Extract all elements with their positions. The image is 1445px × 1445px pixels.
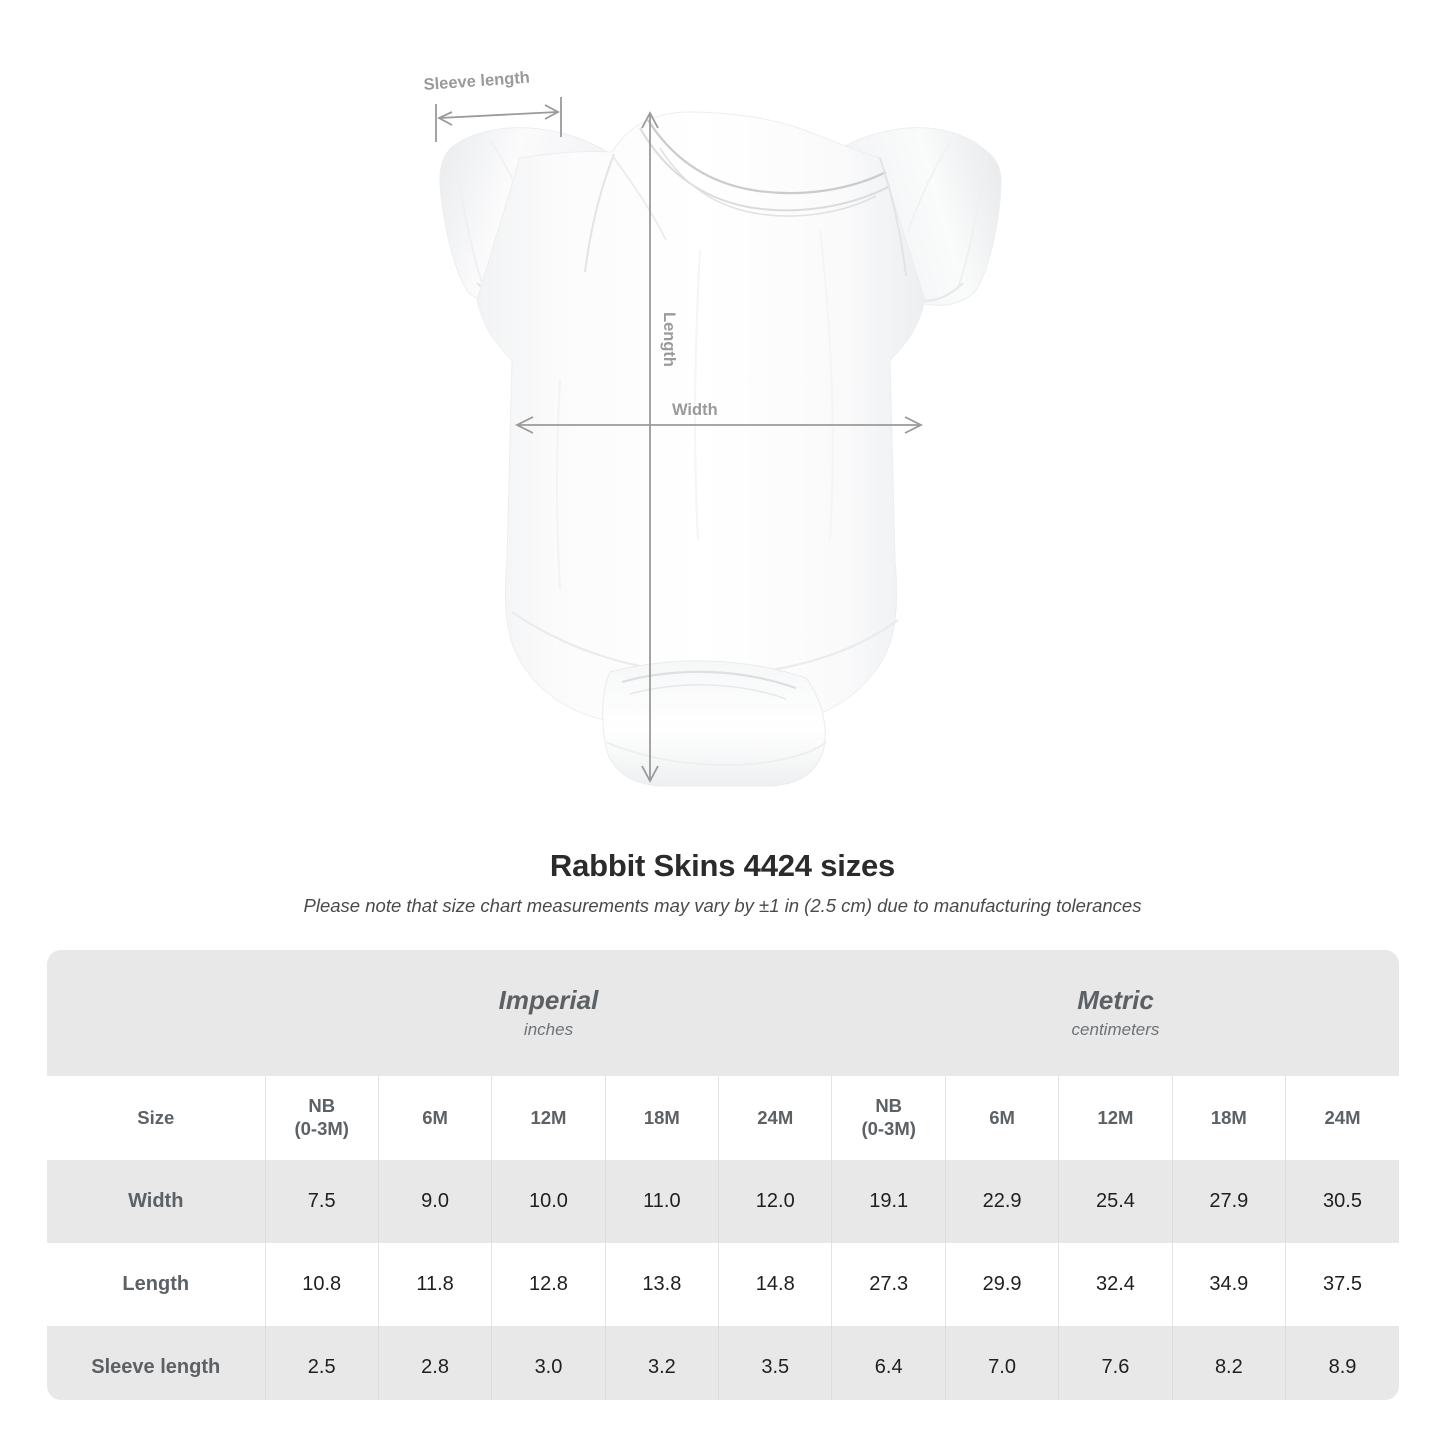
unit-band-spacer (47, 950, 265, 1076)
width-label: Width (672, 401, 718, 419)
cell-width-imperial-nb: 7.5 (264, 1160, 379, 1243)
cell-sleeve-metric-24m: 8.9 (1285, 1326, 1399, 1400)
column-header-imperial-24m: 24M (718, 1076, 832, 1160)
column-header-imperial-12m: 12M (491, 1076, 606, 1160)
cell-length-imperial-6m: 11.8 (377, 1243, 492, 1326)
cell-sleeve-metric-18m: 8.2 (1171, 1326, 1286, 1400)
table-header-row: Size NB (0-3M) 6M 12M 18M 24M NB (0-3M) … (47, 1076, 1399, 1160)
unit-band-metric: Metric centimeters (831, 950, 1399, 1076)
cell-length-imperial-24m: 14.8 (718, 1243, 832, 1326)
column-header-metric-nb: NB (0-3M) (831, 1076, 946, 1160)
cell-sleeve-imperial-nb: 2.5 (264, 1326, 379, 1400)
cell-length-metric-6m: 29.9 (944, 1243, 1059, 1326)
row-label-length: Length (47, 1243, 265, 1326)
cell-sleeve-imperial-24m: 3.5 (718, 1326, 832, 1400)
cell-length-metric-18m: 34.9 (1171, 1243, 1286, 1326)
column-header-line2: (0-3M) (861, 1118, 916, 1139)
cell-length-metric-12m: 32.4 (1058, 1243, 1173, 1326)
cell-sleeve-imperial-18m: 3.2 (604, 1326, 719, 1400)
sleeve-length-annotation (435, 97, 562, 142)
cell-width-metric-6m: 22.9 (944, 1160, 1059, 1243)
cell-length-metric-24m: 37.5 (1285, 1243, 1399, 1326)
width-annotation (514, 416, 924, 434)
cell-width-imperial-12m: 10.0 (491, 1160, 606, 1243)
unit-band-imperial: Imperial inches (265, 950, 832, 1076)
unit-system-band-row: Imperial inches Metric centimeters (47, 950, 1399, 1076)
table-row: Length 10.8 11.8 12.8 13.8 14.8 27.3 29.… (47, 1243, 1399, 1326)
unit-band-imperial-name: Imperial (498, 985, 599, 1016)
cell-length-metric-nb: 27.3 (831, 1243, 946, 1326)
size-chart-table-container: Imperial inches Metric centimeters Size … (47, 950, 1399, 1400)
sleeve-length-label: Sleeve length (423, 69, 530, 94)
cell-length-imperial-12m: 12.8 (491, 1243, 606, 1326)
cell-width-metric-nb: 19.1 (831, 1160, 946, 1243)
cell-width-imperial-24m: 12.0 (718, 1160, 832, 1243)
row-label-width: Width (47, 1160, 265, 1243)
cell-sleeve-imperial-12m: 3.0 (491, 1326, 606, 1400)
cell-width-imperial-6m: 9.0 (377, 1160, 492, 1243)
cell-sleeve-metric-6m: 7.0 (944, 1326, 1059, 1400)
cell-length-imperial-18m: 13.8 (604, 1243, 719, 1326)
unit-band-metric-sub: centimeters (1071, 1019, 1160, 1039)
column-header-metric-24m: 24M (1285, 1076, 1399, 1160)
column-header-imperial-nb: NB (0-3M) (264, 1076, 379, 1160)
cell-width-metric-12m: 25.4 (1058, 1160, 1173, 1243)
unit-band-imperial-sub: inches (523, 1019, 574, 1039)
column-header-metric-6m: 6M (944, 1076, 1059, 1160)
length-annotation (641, 111, 659, 783)
cell-width-imperial-18m: 11.0 (604, 1160, 719, 1243)
size-chart-table: Imperial inches Metric centimeters Size … (47, 950, 1399, 1400)
cell-length-imperial-nb: 10.8 (264, 1243, 379, 1326)
column-header-size: Size (47, 1076, 265, 1160)
table-row: Width 7.5 9.0 10.0 11.0 12.0 19.1 22.9 2… (47, 1160, 1399, 1243)
column-header-imperial-6m: 6M (377, 1076, 492, 1160)
column-header-imperial-18m: 18M (604, 1076, 719, 1160)
column-header-metric-18m: 18M (1171, 1076, 1286, 1160)
page-title: Rabbit Skins 4424 sizes (549, 848, 896, 883)
cell-sleeve-metric-nb: 6.4 (831, 1326, 946, 1400)
baby-bodysuit-illustration: Sleeve length Length Width (423, 69, 1002, 787)
cell-width-metric-18m: 27.9 (1171, 1160, 1286, 1243)
cell-sleeve-imperial-6m: 2.8 (377, 1326, 492, 1400)
length-label: Length (660, 312, 678, 367)
row-label-sleeve-length: Sleeve length (47, 1326, 265, 1400)
page-subtitle: Please note that size chart measurements… (303, 895, 1142, 916)
column-header-line1: NB (875, 1095, 903, 1117)
table-row: Sleeve length 2.5 2.8 3.0 3.2 3.5 6.4 7.… (47, 1326, 1399, 1400)
garment-measurement-figure: Sleeve length Length Width (423, 69, 1002, 787)
cell-width-metric-24m: 30.5 (1285, 1160, 1399, 1243)
unit-band-metric-name: Metric (1077, 985, 1154, 1016)
column-header-metric-12m: 12M (1058, 1076, 1173, 1160)
bodysuit-torso (476, 111, 926, 787)
cell-sleeve-metric-12m: 7.6 (1058, 1326, 1173, 1400)
column-header-line2: (0-3M) (294, 1118, 349, 1139)
column-header-line1: NB (308, 1095, 336, 1117)
